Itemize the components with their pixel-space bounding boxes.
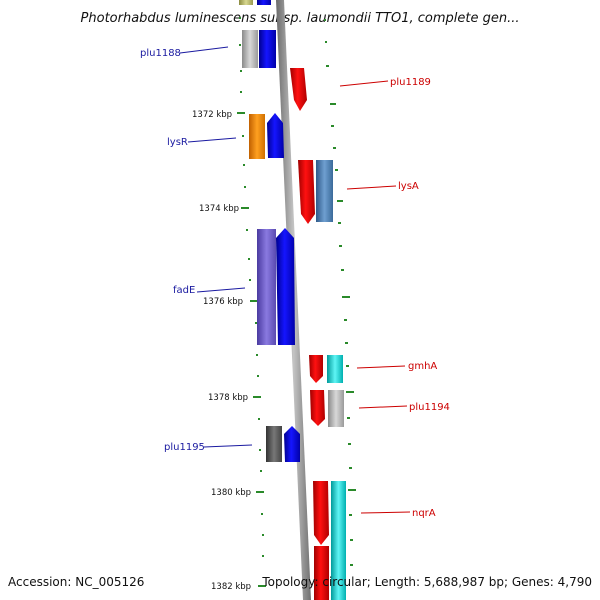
plu1188-label-line bbox=[179, 46, 229, 54]
nqrA-label[interactable]: nqrA bbox=[412, 508, 436, 519]
kbp-label-1374: 1374 kbp bbox=[199, 204, 239, 214]
gene-plu1194[interactable] bbox=[310, 390, 344, 427]
lysR-blue-feature[interactable] bbox=[267, 113, 284, 158]
kbp-label-1378: 1378 kbp bbox=[208, 393, 248, 403]
plu1189-label-line bbox=[339, 80, 389, 87]
map-title: Photorhabdus luminescens subsp. laumondi… bbox=[81, 11, 520, 26]
tick-marks-left bbox=[237, 17, 266, 587]
plu1189-label[interactable]: plu1189 bbox=[390, 77, 431, 88]
lysA-label-line bbox=[346, 185, 397, 190]
gmhA-label-line bbox=[356, 365, 406, 369]
lysA-steel-feature[interactable] bbox=[316, 160, 333, 222]
plu1194-label-line bbox=[358, 405, 408, 409]
plu1195-label-line bbox=[203, 444, 253, 448]
plu1194-grey-feature[interactable] bbox=[328, 390, 344, 427]
feature-red-partial[interactable] bbox=[314, 546, 329, 600]
lysA-label[interactable]: lysA bbox=[398, 181, 419, 192]
kbp-label-1380: 1380 kbp bbox=[211, 488, 251, 498]
genome-summary-text: Topology: circular; Length: 5,688,987 bp… bbox=[261, 575, 592, 589]
gene-labels: plu1188 plu1189 lysR lysA fadE gmhA plu1… bbox=[140, 48, 450, 519]
fadE-label[interactable]: fadE bbox=[173, 285, 195, 296]
gene-label-lines bbox=[179, 46, 411, 514]
lysA-red-feature[interactable] bbox=[298, 160, 315, 224]
nqrA-red-feature[interactable] bbox=[313, 481, 329, 545]
plu1194-red-feature[interactable] bbox=[310, 390, 325, 426]
gene-lysR[interactable] bbox=[249, 113, 284, 159]
gene-nqrA[interactable] bbox=[313, 481, 346, 600]
nqrA-cyan-feature[interactable] bbox=[331, 481, 346, 600]
feature-blue-partial[interactable] bbox=[257, 0, 271, 5]
tick-marks-right bbox=[324, 19, 356, 566]
plu1188-grey-feature[interactable] bbox=[242, 30, 258, 68]
plu1195-label[interactable]: plu1195 bbox=[164, 442, 205, 453]
plu1188-label[interactable]: plu1188 bbox=[140, 48, 181, 59]
plu1194-label[interactable]: plu1194 bbox=[409, 402, 450, 413]
gene-plu1195[interactable] bbox=[266, 426, 300, 462]
kbp-label-1372: 1372 kbp bbox=[192, 110, 232, 120]
gene-lysA[interactable] bbox=[298, 160, 333, 224]
feature-olive-partial[interactable] bbox=[239, 0, 253, 5]
gene-fadE[interactable] bbox=[257, 228, 295, 345]
plu1195-dark-feature[interactable] bbox=[266, 426, 282, 462]
gmhA-cyan-feature[interactable] bbox=[327, 355, 343, 383]
kbp-label-1376: 1376 kbp bbox=[203, 297, 243, 307]
gmhA-red-feature[interactable] bbox=[309, 355, 323, 383]
fadE-purple-feature[interactable] bbox=[257, 229, 276, 345]
fadE-label-line bbox=[196, 287, 246, 293]
lysR-orange-feature[interactable] bbox=[249, 114, 265, 159]
gene-plu1188[interactable] bbox=[242, 30, 276, 68]
kbp-labels: 1372 kbp 1374 kbp 1376 kbp 1378 kbp 1380… bbox=[192, 110, 251, 592]
plu1188-blue-feature[interactable] bbox=[259, 30, 276, 68]
kbp-label-1382: 1382 kbp bbox=[211, 582, 251, 592]
nqrA-label-line bbox=[360, 511, 411, 514]
accession-text: Accession: NC_005126 bbox=[8, 575, 144, 589]
fadE-blue-feature[interactable] bbox=[276, 228, 295, 345]
gene-plu1189-feature[interactable] bbox=[290, 68, 307, 111]
lysR-label[interactable]: lysR bbox=[167, 137, 188, 148]
plu1195-blue-feature[interactable] bbox=[284, 426, 300, 462]
gene-gmhA[interactable] bbox=[309, 355, 343, 383]
top-partial-features bbox=[239, 0, 271, 5]
lysR-label-line bbox=[187, 137, 237, 143]
gmhA-label[interactable]: gmhA bbox=[408, 361, 437, 372]
